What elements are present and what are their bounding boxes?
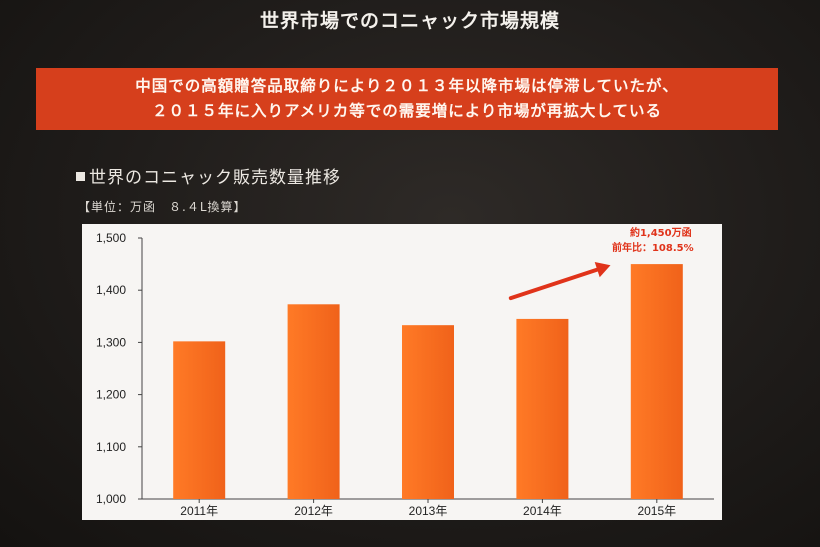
banner-line-2: ２０１５年に入りアメリカ等での需要増により市場が再拡大している bbox=[152, 102, 662, 120]
bar-2013年 bbox=[402, 325, 454, 499]
bar-2011年 bbox=[173, 341, 226, 499]
y-tick-label: 1,400 bbox=[96, 283, 126, 297]
section-title-text: 世界のコニャック販売数量推移 bbox=[89, 168, 341, 188]
y-tick-label: 1,100 bbox=[96, 440, 126, 454]
annotation-growth: 前年比：108.5% bbox=[612, 241, 694, 254]
trend-arrow-head-icon bbox=[594, 262, 611, 278]
bar-2012年 bbox=[287, 304, 340, 499]
y-tick-label: 1,000 bbox=[96, 492, 126, 506]
trend-arrow-line bbox=[508, 265, 607, 301]
y-tick-label: 1,500 bbox=[96, 231, 126, 245]
bar-2015年 bbox=[630, 264, 683, 499]
bar-2014年 bbox=[516, 318, 569, 499]
section-title: 世界のコニャック販売数量推移 bbox=[76, 163, 341, 188]
unit-note: 【単位：万函 ８.４L換算】 bbox=[78, 200, 247, 214]
bar-chart: 1,000 1,100 1,200 1,300 1,400 1,500 2011年 2012年… bbox=[96, 226, 714, 518]
y-tick-label: 1,200 bbox=[96, 388, 126, 402]
x-tick-label: 2015年 bbox=[637, 504, 676, 518]
square-bullet-icon bbox=[76, 172, 85, 181]
x-tick-label: 2014年 bbox=[523, 504, 562, 518]
annotation-volume: 約1,450万函 bbox=[630, 226, 692, 239]
slide-title: 世界市場でのコニャック市場規模 bbox=[259, 10, 560, 32]
banner-line-1: 中国での高額贈答品取締りにより２０１３年以降市場は停滞していたが、 bbox=[135, 77, 679, 95]
x-tick-label: 2011年 bbox=[180, 504, 218, 518]
x-tick-label: 2013年 bbox=[409, 504, 448, 518]
summary-banner: 中国での高額贈答品取締りにより２０１３年以降市場は停滞していたが、 ２０１５年に… bbox=[36, 68, 778, 130]
y-tick-label: 1,300 bbox=[96, 335, 126, 349]
x-tick-label: 2012年 bbox=[294, 504, 333, 518]
chart-panel: 1,000 1,100 1,200 1,300 1,400 1,500 2011年 2012年… bbox=[82, 224, 722, 520]
